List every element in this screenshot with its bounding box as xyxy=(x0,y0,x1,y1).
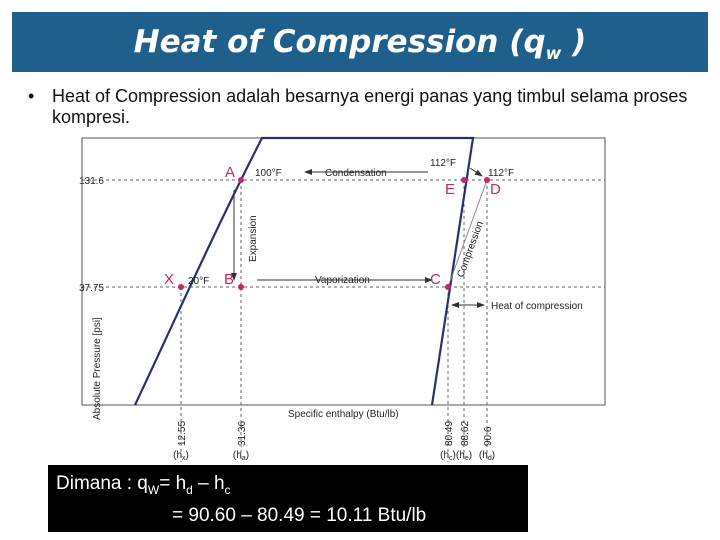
point-label: X xyxy=(164,271,174,288)
text-run: = h xyxy=(159,473,187,494)
symbol-part: (h xyxy=(233,450,242,461)
bullet-marker: • xyxy=(28,86,35,106)
point-label: E xyxy=(445,181,455,198)
subscript: w xyxy=(545,44,562,65)
process-label: Condensation xyxy=(325,168,387,179)
saturation-dome xyxy=(134,136,475,406)
text-run: ) xyxy=(561,24,587,60)
enthalpy-value: 90.6 xyxy=(483,426,494,446)
subscript: c xyxy=(224,482,231,497)
symbol-part: (h xyxy=(173,450,182,461)
enthalpy-labels: 12.55(hx)31.36(ha)80.49(hc)88.62(he)90.6… xyxy=(173,421,495,462)
process-label: Vaporization xyxy=(315,275,370,286)
symbol-part: (h xyxy=(479,450,488,461)
point-label: A xyxy=(225,164,235,181)
symbol-sub: d xyxy=(488,455,492,462)
enthalpy-value: 88.62 xyxy=(460,421,471,446)
symbol-sub: c xyxy=(449,455,453,462)
temperature-label: 112°F xyxy=(488,168,514,179)
formula-line: = 90.60 – 80.49 = 10.11 Btu/lb xyxy=(172,505,427,526)
title-bar: Heat of Compression (qw ) xyxy=(12,12,708,72)
enthalpy-symbol: (hx) xyxy=(173,450,189,462)
enthalpy-value: 31.36 xyxy=(237,421,248,446)
axis-label: Specific enthalpy (Btu/lb) xyxy=(288,409,399,420)
text-run: Heat of Compression (q xyxy=(133,24,546,60)
subscript: d xyxy=(186,482,193,497)
pressure-label: 131.6 xyxy=(79,176,104,187)
symbol-part: ) xyxy=(186,450,189,461)
subscript: W xyxy=(147,482,160,497)
text-run: Dimana : q xyxy=(56,473,148,494)
symbol-part: ) xyxy=(492,450,495,461)
formula-line: Dimana : qW= hd – hc xyxy=(56,471,231,503)
pressure-label: 37.75 xyxy=(79,283,104,294)
state-points xyxy=(178,177,490,290)
enthalpy-symbol: (hd) xyxy=(479,450,495,462)
process-arrows xyxy=(231,167,488,308)
symbol-part: ) xyxy=(453,450,456,461)
bullet-text: Heat of Compression adalah besarnya ener… xyxy=(52,86,688,127)
symbol-part: ) xyxy=(246,450,249,461)
process-label: Heat of compression xyxy=(491,301,583,312)
symbol-part: (h xyxy=(440,450,449,461)
process-label: Expansion xyxy=(248,215,259,262)
enthalpy-symbol: (hc) xyxy=(440,450,456,462)
symbol-part: ) xyxy=(469,450,472,461)
formula-box: Dimana : qW= hd – hc = 90.60 – 80.49 = 1… xyxy=(48,465,528,532)
temperature-label: 100°F xyxy=(255,168,282,179)
temperature-label: 20°F xyxy=(188,276,209,287)
symbol-sub: x xyxy=(182,455,186,462)
text-run: – h xyxy=(192,473,225,494)
symbol-part: (h xyxy=(456,450,465,461)
symbol-sub: a xyxy=(242,455,246,462)
temperature-label: 112°F xyxy=(430,158,456,169)
axis-label: Absolute Pressure [psi] xyxy=(92,317,103,420)
enthalpy-value: 80.49 xyxy=(444,421,455,446)
enthalpy-symbol: (he) xyxy=(456,450,472,462)
point-label: B xyxy=(224,271,234,288)
bullet: • Heat of Compression adalah besarnya en… xyxy=(28,86,688,128)
enthalpy-value: 12.55 xyxy=(177,421,188,446)
point-label: C xyxy=(430,271,441,288)
symbol-sub: e xyxy=(465,455,469,462)
guides xyxy=(82,179,605,462)
point-label: D xyxy=(490,181,501,198)
enthalpy-symbol: (ha) xyxy=(233,450,249,462)
